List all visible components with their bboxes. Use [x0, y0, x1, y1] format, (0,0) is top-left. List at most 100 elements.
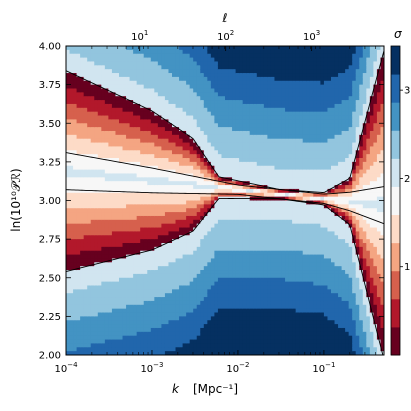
- heatmap-cell: [108, 53, 113, 59]
- heatmap-cell: [182, 208, 187, 213]
- heatmap-cell: [175, 258, 180, 263]
- heatmap-cell: [87, 254, 92, 260]
- heatmap-cell: [140, 227, 145, 232]
- heatmap-cell: [193, 92, 198, 97]
- heatmap-cell: [217, 324, 223, 329]
- heatmap-cell: [225, 227, 230, 232]
- heatmap-cell: [104, 316, 109, 321]
- heatmap-cell: [136, 300, 141, 306]
- heatmap-cell: [90, 115, 95, 120]
- heatmap-cell: [274, 266, 279, 271]
- heatmap-cell: [235, 339, 240, 345]
- heatmap-cell: [66, 212, 71, 217]
- heatmap-cell: [175, 200, 180, 205]
- heatmap-cell: [210, 177, 215, 182]
- heatmap-cell: [168, 312, 173, 317]
- heatmap-cell: [147, 273, 152, 279]
- heatmap-cell: [143, 61, 148, 66]
- heatmap-cell: [214, 347, 219, 352]
- heatmap-cell: [239, 285, 244, 290]
- heatmap-cell: [210, 65, 215, 70]
- heatmap-cell: [274, 270, 279, 275]
- heatmap-cell: [267, 281, 272, 287]
- heatmap-cell: [242, 208, 247, 213]
- heatmap-cell: [108, 277, 113, 283]
- heatmap-cell: [150, 273, 155, 279]
- heatmap-cell: [66, 300, 71, 306]
- heatmap-cell: [164, 223, 170, 229]
- heatmap-cell: [274, 100, 279, 105]
- heatmap-cell: [66, 339, 71, 345]
- heatmap-cell: [94, 161, 99, 167]
- heatmap-cell: [164, 169, 170, 175]
- heatmap-cell: [136, 215, 141, 221]
- heatmap-cell: [150, 188, 155, 194]
- heatmap-cell: [76, 134, 81, 140]
- heatmap-cell: [108, 293, 113, 298]
- heatmap-cell: [179, 76, 184, 82]
- heatmap-cell: [260, 262, 265, 267]
- heatmap-cell: [242, 127, 247, 132]
- heatmap-cell: [253, 219, 258, 225]
- heatmap-cell: [172, 312, 177, 317]
- heatmap-cell: [278, 312, 283, 317]
- heatmap-cell: [133, 84, 138, 90]
- heatmap-cell: [221, 158, 226, 163]
- heatmap-cell: [203, 351, 208, 355]
- heatmap-cell: [126, 327, 131, 333]
- heatmap-cell: [210, 327, 215, 333]
- heatmap-cell: [119, 297, 124, 302]
- heatmap-cell: [274, 227, 279, 232]
- heatmap-cell: [122, 154, 127, 159]
- heatmap-cell: [133, 53, 138, 59]
- heatmap-cell: [228, 165, 233, 171]
- heatmap-cell: [189, 212, 194, 217]
- heatmap-cell: [249, 339, 254, 345]
- heatmap-cell: [108, 246, 113, 252]
- heatmap-cell: [221, 258, 226, 263]
- heatmap-cell: [239, 69, 244, 74]
- heatmap-cell: [228, 215, 233, 221]
- heatmap-cell: [126, 351, 131, 355]
- heatmap-cell: [200, 88, 205, 93]
- heatmap-cell: [228, 88, 233, 93]
- heatmap-cell: [101, 49, 106, 55]
- heatmap-cell: [217, 204, 223, 209]
- heatmap-cell: [253, 57, 258, 63]
- heatmap-cell: [80, 76, 85, 82]
- heatmap-cell: [143, 49, 148, 55]
- heatmap-cell: [217, 266, 223, 271]
- heatmap-cell: [225, 49, 230, 55]
- heatmap-cell: [210, 57, 215, 63]
- heatmap-cell: [281, 239, 286, 244]
- heatmap-cell: [168, 324, 173, 329]
- heatmap-cell: [267, 235, 272, 240]
- heatmap-cell: [104, 339, 109, 345]
- heatmap-cell: [140, 200, 145, 205]
- heatmap-cell: [246, 200, 251, 205]
- heatmap-cell: [126, 103, 131, 109]
- heatmap-cell: [196, 212, 201, 217]
- heatmap-cell: [157, 192, 162, 198]
- heatmap-cell: [274, 142, 279, 148]
- heatmap-cell: [260, 96, 265, 101]
- heatmap-cell: [186, 158, 191, 163]
- heatmap-cell: [228, 76, 233, 82]
- heatmap-cell: [260, 150, 265, 155]
- heatmap-cell: [175, 192, 180, 198]
- heatmap-cell: [143, 119, 148, 124]
- heatmap-cell: [260, 270, 265, 275]
- heatmap-cell: [186, 204, 191, 209]
- heatmap-cell: [242, 242, 247, 248]
- heatmap-cell: [214, 173, 219, 178]
- heatmap-cell: [207, 119, 212, 124]
- heatmap-cell: [168, 235, 173, 240]
- heatmap-cell: [214, 130, 219, 136]
- heatmap-cell: [76, 293, 81, 298]
- heatmap-cell: [274, 285, 279, 290]
- heatmap-cell: [253, 308, 258, 314]
- heatmap-cell: [168, 335, 173, 341]
- heatmap-cell: [281, 165, 286, 171]
- heatmap-cell: [119, 53, 124, 59]
- heatmap-cell: [147, 200, 152, 205]
